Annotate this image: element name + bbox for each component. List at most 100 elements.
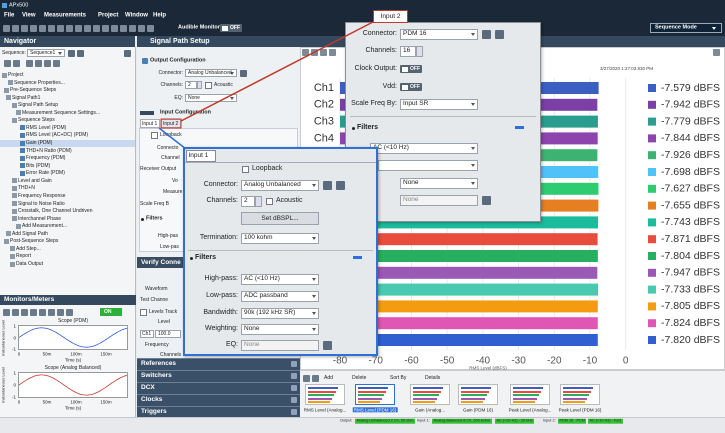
icon-button[interactable] [482,195,491,205]
tree-item[interactable]: Frequency (PDM) [26,155,66,162]
icon-button[interactable] [291,409,297,415]
icon-button[interactable] [291,373,297,379]
icon-button[interactable] [12,24,19,32]
icon-button[interactable] [4,59,11,67]
channels-input-field[interactable] [400,45,416,57]
menu-item[interactable]: Project [98,12,119,19]
icon-button[interactable] [320,48,327,56]
icon-button[interactable] [495,29,504,39]
tree-item[interactable]: Measurement Sequence Settings... [22,109,101,116]
icon-button[interactable] [66,308,73,316]
icon-button[interactable] [142,58,148,64]
panel-bar[interactable] [137,406,300,418]
spinner[interactable] [416,45,423,57]
tree-item[interactable]: Sequence Steps [18,117,55,124]
icon-button[interactable] [323,340,332,350]
tree-item[interactable]: THD+N [18,185,35,192]
checkbox[interactable] [266,197,273,205]
checkbox[interactable] [242,165,249,173]
icon-button[interactable] [12,308,19,316]
icon-button[interactable] [57,24,64,32]
tree-item[interactable]: THD+N Ratio (PDM) [26,147,72,154]
connector-select-field[interactable] [241,179,319,191]
termination-select-field[interactable] [241,232,319,244]
tab[interactable] [140,119,160,128]
icon-button[interactable] [291,385,297,391]
tree-item[interactable]: Add Signal Path [12,230,48,237]
icon-button[interactable] [329,48,336,56]
tree-item[interactable]: Data Output [16,261,43,267]
tree-item[interactable]: Error Rate (PDM) [26,170,65,177]
sequence-mode-button[interactable] [650,23,722,33]
icon-button[interactable] [48,24,55,32]
spinner[interactable] [255,195,262,207]
checkbox[interactable] [205,81,212,89]
on-toggle[interactable] [100,308,122,316]
icon-button[interactable] [53,59,60,67]
icon-button[interactable] [3,24,10,32]
input1-tab[interactable] [186,150,216,162]
menu-item[interactable]: Measurements [44,12,87,19]
icon-button[interactable] [120,24,127,32]
level-input-field[interactable] [155,330,181,338]
connector-select-field[interactable] [185,69,237,77]
icon-button[interactable] [68,49,75,57]
icon-button[interactable] [57,308,64,316]
icon-button[interactable] [323,180,332,190]
tree-item[interactable]: Level and Gain [18,177,52,184]
icon-button[interactable] [713,48,720,56]
icon-button[interactable] [39,308,46,316]
icon-button[interactable] [482,29,491,39]
icon-button[interactable] [302,48,309,56]
set-dbspl-button[interactable] [241,212,319,225]
spinner[interactable] [197,81,202,89]
input2-tab[interactable] [373,10,408,23]
tree-item[interactable]: Bits (PDM) [26,162,51,169]
icon-button[interactable] [66,24,73,32]
icon-button[interactable] [303,374,310,382]
icon-button[interactable] [48,308,55,316]
bandwidth-select-field[interactable] [241,307,319,319]
icon-button[interactable] [84,24,91,32]
icon-button[interactable] [30,308,37,316]
icon-button[interactable] [21,308,28,316]
high-pass-select-field[interactable] [241,273,319,285]
tree-item[interactable]: Gain (PDM) [26,140,53,147]
icon-button[interactable] [35,59,42,67]
checkbox[interactable] [140,308,147,316]
icon-button[interactable] [240,69,247,77]
channels-input-field[interactable] [241,195,255,207]
icon-button[interactable] [13,59,20,67]
sequence-select-field[interactable] [27,49,65,57]
eq-select-field[interactable] [400,194,478,206]
icon-button[interactable] [291,361,297,367]
weighting-select-field[interactable] [400,177,478,189]
menu-item[interactable]: Window [125,12,148,19]
tree-item[interactable]: Sequence Properties... [14,79,65,86]
tree-item[interactable]: Frequency Response [18,192,66,199]
icon-button[interactable] [147,24,154,32]
low-pass-select-field[interactable] [378,159,478,171]
icon-button[interactable] [124,49,131,57]
icon-button[interactable] [138,24,145,32]
channels-input-field[interactable] [185,81,197,89]
weighting-select-field[interactable] [241,323,319,335]
menu-item[interactable]: File [4,12,15,19]
toolbar-button[interactable]: Details [425,375,441,381]
connector-select-field[interactable] [400,28,478,40]
icon-button[interactable] [77,49,84,57]
tree-item[interactable]: Add Measurement... [22,223,68,230]
tree-item[interactable]: Post-Sequence Steps [10,238,59,245]
tree-item[interactable]: RMS Level (PDM) [26,124,67,131]
tree-item[interactable]: Report [16,253,32,260]
icon-button[interactable] [291,397,297,403]
icon-button[interactable] [336,180,345,190]
icon-button[interactable] [102,24,109,32]
menu-item[interactable]: View [22,12,36,19]
icon-button[interactable] [312,374,319,382]
low-pass-select-field[interactable] [241,290,319,302]
icon-button[interactable] [111,24,118,32]
icon-button[interactable] [44,59,51,67]
eq-select-field[interactable] [241,339,319,351]
icon-button[interactable] [30,24,37,32]
